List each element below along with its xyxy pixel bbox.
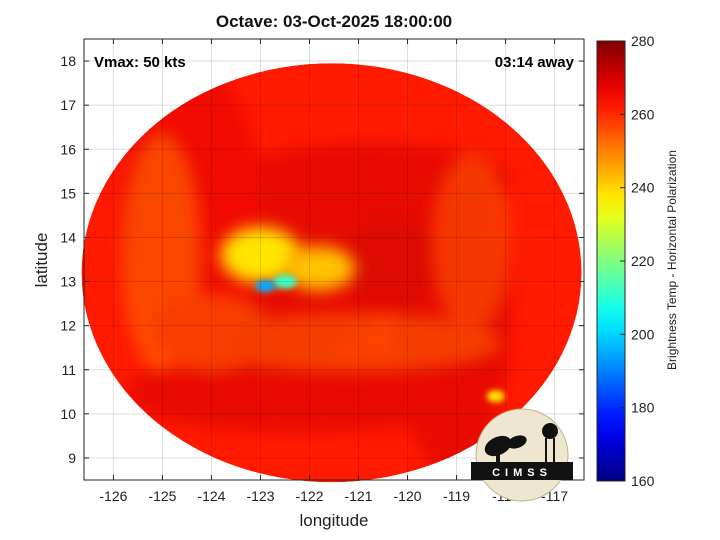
- x-tick-label: -123: [246, 488, 274, 504]
- convection-inner-core: [283, 246, 356, 291]
- x-tick-label: -122: [295, 488, 323, 504]
- colorbar-tick-label: 260: [631, 106, 655, 122]
- colorbar-tick-label: 160: [631, 473, 655, 489]
- water-tower-icon: [542, 423, 558, 439]
- logo-text: CIMSS: [492, 467, 552, 479]
- y-tick-label: 17: [60, 97, 76, 113]
- convection-features: [220, 227, 505, 403]
- colorbar-tick-label: 200: [631, 326, 655, 342]
- convection-isolated-convection: [486, 390, 505, 403]
- band-blob: [431, 152, 512, 333]
- y-tick-label: 12: [60, 318, 76, 334]
- tower-leg: [553, 438, 555, 462]
- x-tick-label: -125: [148, 488, 176, 504]
- swath-image: [81, 63, 582, 483]
- y-tick-label: 18: [60, 53, 76, 69]
- axes-box: [83, 38, 585, 481]
- colorbar-tick-label: 180: [631, 400, 655, 416]
- grid: [84, 39, 584, 480]
- convection-coldest-core: [255, 279, 276, 292]
- x-axis-label: longitude: [299, 511, 369, 530]
- light-bands: [121, 132, 512, 373]
- x-tick-label: -120: [394, 488, 422, 504]
- y-axis-label: latitude: [32, 232, 51, 288]
- colorbar-tick-label: 240: [631, 180, 655, 196]
- x-tick-label: -119: [443, 488, 470, 504]
- colorbar-label: Brightness Temp - Horizontal Polarizatio…: [665, 150, 679, 370]
- x-tick-label: -121: [344, 488, 372, 504]
- y-tick-label: 10: [60, 406, 76, 422]
- chart-title: Octave: 03-Oct-2025 18:00:00: [215, 12, 453, 31]
- vmax-annotation: Vmax: 50 kts: [94, 54, 186, 71]
- y-tick-label: 13: [60, 274, 76, 290]
- satellite-dish-icon: [484, 435, 512, 457]
- logo-bar: [471, 462, 573, 480]
- convection-cold-cloud: [272, 274, 297, 289]
- y-tick-label: 9: [68, 450, 76, 466]
- y-tick-label: 16: [60, 141, 76, 157]
- dish-stand: [496, 450, 500, 462]
- colorbar-tick-label: 220: [631, 253, 655, 269]
- band-blob: [201, 312, 502, 373]
- colorbar-tick-label: 280: [631, 33, 655, 49]
- time-away-annotation: 03:14 away: [495, 54, 575, 71]
- y-tick-label: 15: [60, 185, 76, 201]
- convection-convective-band: [220, 227, 301, 284]
- cimss-logo: CIMSS: [471, 408, 573, 502]
- tower-leg: [545, 438, 547, 462]
- x-tick-label: -124: [197, 488, 225, 504]
- x-tick-label: -126: [99, 488, 127, 504]
- y-tick-label: 11: [61, 362, 76, 378]
- band-blob: [341, 212, 442, 313]
- satellite-dish-icon: [507, 435, 527, 449]
- y-tick-label: 14: [60, 229, 76, 245]
